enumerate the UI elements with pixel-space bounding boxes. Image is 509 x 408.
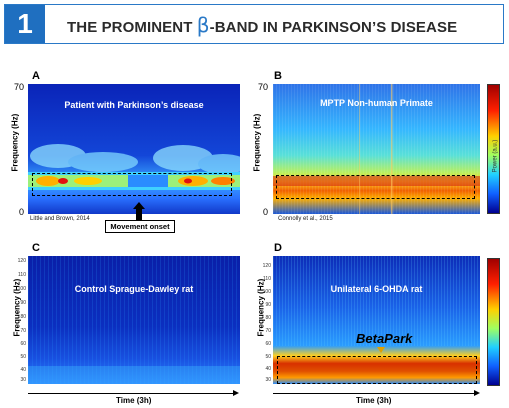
panel-b-citation: Connolly et al., 2015 [278,216,333,222]
panel-d-ytick: 100 [262,289,271,295]
figure-header: 1 THE PROMINENT β-BAND IN PARKINSON’S DI… [4,4,504,44]
figure-title: THE PROMINENT β-BAND IN PARKINSON’S DISE… [67,5,457,43]
panel-c-ytick: 110 [18,272,26,278]
panel-c-ytick: 90 [20,300,26,306]
panel-c-ytick: 100 [17,286,26,292]
movement-onset-arrow-icon [133,202,145,209]
panel-a-citation: Little and Brown, 2014 [30,216,90,222]
panel-a-ytick-top: 70 [13,82,24,92]
panel-c-ytick: 120 [17,258,26,264]
beta-symbol: β [196,13,210,37]
panel-a-title: Patient with Parkinson’s disease [64,100,204,110]
betapark-annotation: BetaPark [356,331,413,346]
panel-b-colorbar [487,84,500,214]
panel-a-spectrogram [28,84,240,214]
panel-d-letter: D [274,242,282,254]
movement-onset-arrow-stem [136,208,142,220]
panel-d-title: Unilateral 6-OHDA rat [330,284,423,294]
panel-d-spectrogram [273,256,480,384]
panel-c-time-arrow-icon [233,390,239,396]
panel-d-ytick: 60 [265,341,271,347]
panel-b-spectrogram-graphic [273,84,480,214]
panel-d-ytick: 50 [265,354,271,360]
panel-d-ytick: 80 [265,315,271,321]
title-suffix: -BAND IN PARKINSON’S DISEASE [209,19,458,36]
panel-d-colorbar-graphic [488,259,499,385]
panel-b-colorbar-label: Power (a.u.) [492,139,499,173]
panel-c-spectrogram-graphic [28,256,240,384]
panel-b-spectrogram [273,84,480,214]
panel-d-beta-box [277,356,477,384]
panel-b-ylabel: Frequency (Hz) [252,113,262,172]
panel-c-spectrogram [28,256,240,384]
panel-c-ytick: 40 [20,367,26,373]
panel-c-ytick: 70 [20,328,26,334]
panel-d-ytick: 40 [265,366,271,372]
panel-d-ytick: 120 [262,263,271,269]
panel-a-ytick-bottom: 0 [18,207,24,217]
panel-c-title: Control Sprague-Dawley rat [74,284,194,294]
panel-d-ytick: 110 [263,276,271,282]
panel-d-ytick: 30 [265,377,271,383]
panel-d-time-arrow-icon [474,390,480,396]
panel-c-time-axis [28,393,234,394]
panel-b-title: MPTP Non-human Primate [320,98,433,108]
panel-d-ytick: 90 [265,302,271,308]
panel-a-spectrogram-graphic [28,84,240,214]
panel-c-ytick: 50 [20,354,26,360]
panel-d-time-axis [273,393,475,394]
panel-d-colorbar [487,258,500,386]
movement-onset-label: Movement onset [105,220,175,233]
panel-a-ylabel: Frequency (Hz) [10,113,20,172]
betapark-arrow-icon [377,347,385,353]
panel-d-spectrogram-graphic [273,256,480,384]
panel-c-xlabel: Time (3h) [116,396,152,405]
panel-b-ytick-bottom: 0 [262,207,268,217]
panel-b-beta-box [276,175,475,199]
panel-c-letter: C [32,242,40,254]
panel-d-ytick: 70 [265,328,271,334]
panel-b-colorbar-graphic [488,85,499,213]
panel-a-beta-box [32,173,232,196]
panel-a-letter: A [32,70,40,82]
title-prefix: THE PROMINENT [67,19,197,36]
panel-c-ytick: 30 [20,377,26,383]
panel-b-letter: B [274,70,282,82]
panel-c-ytick: 60 [20,341,26,347]
panel-d-xlabel: Time (3h) [356,396,392,405]
figure-number: 1 [5,5,45,43]
panel-b-ytick-top: 70 [257,82,268,92]
panel-c-ytick: 80 [20,314,26,320]
